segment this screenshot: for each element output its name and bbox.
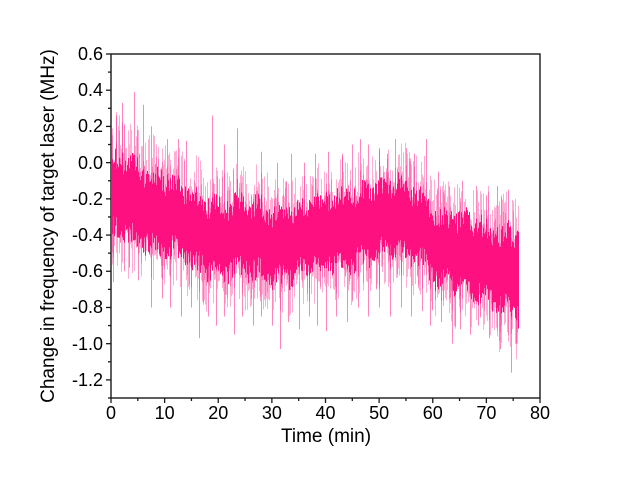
y-tick-label: 0.2 bbox=[77, 116, 103, 137]
x-tick-label: 60 bbox=[422, 403, 443, 423]
y-tick-label: -1.0 bbox=[71, 333, 103, 354]
x-tick-label: 0 bbox=[105, 403, 117, 423]
x-tick-label: 50 bbox=[369, 403, 390, 423]
x-tick-label: 10 bbox=[154, 403, 175, 423]
x-axis-title: Time (min) bbox=[280, 426, 372, 447]
y-tick-label: -1.2 bbox=[71, 369, 103, 390]
x-tick-label: 70 bbox=[476, 403, 497, 423]
y-tick-label: -0.6 bbox=[71, 261, 103, 282]
y-axis-title: Change in frequency of target laser (MHz… bbox=[38, 49, 59, 403]
x-tick-label: 80 bbox=[529, 403, 551, 423]
y-tick-label: -0.8 bbox=[71, 297, 103, 318]
y-tick-label: 0.4 bbox=[77, 80, 103, 101]
y-tick-label: 0.0 bbox=[77, 152, 103, 173]
y-tick-label: -0.2 bbox=[71, 188, 103, 209]
y-tick-label: 0.6 bbox=[77, 44, 103, 64]
x-tick-label: 20 bbox=[208, 403, 229, 423]
y-tick-label: -0.4 bbox=[71, 225, 103, 246]
x-tick-label: 30 bbox=[261, 403, 282, 423]
x-tick-label: 40 bbox=[315, 403, 336, 423]
